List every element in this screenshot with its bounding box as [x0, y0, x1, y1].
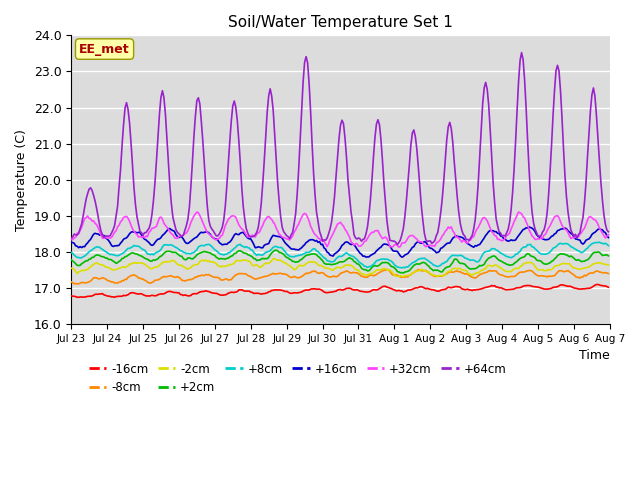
Text: EE_met: EE_met	[79, 43, 130, 56]
X-axis label: Time: Time	[579, 349, 610, 362]
Y-axis label: Temperature (C): Temperature (C)	[15, 129, 28, 231]
Title: Soil/Water Temperature Set 1: Soil/Water Temperature Set 1	[228, 15, 453, 30]
Legend: -16cm, -8cm, -2cm, +2cm, +8cm, +16cm, +32cm, +64cm: -16cm, -8cm, -2cm, +2cm, +8cm, +16cm, +3…	[84, 358, 511, 399]
